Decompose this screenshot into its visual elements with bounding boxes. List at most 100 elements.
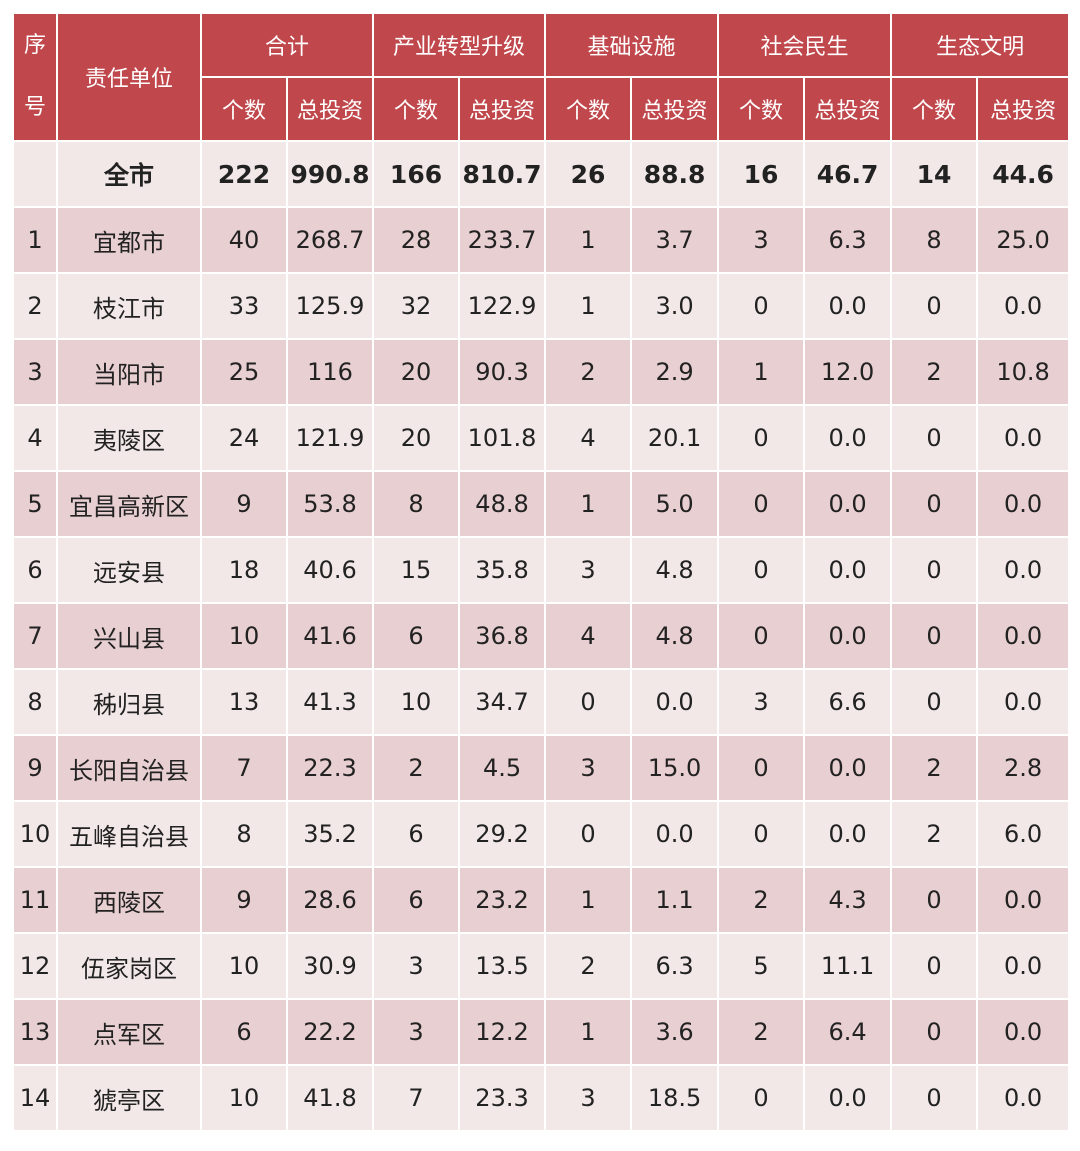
- row-count-cell: 0: [892, 868, 979, 934]
- row-count-cell: 3: [546, 538, 633, 604]
- header-count: 个数: [202, 78, 288, 142]
- row-serial-number: 2: [14, 274, 58, 340]
- header-group-industry: 产业转型升级: [374, 14, 547, 78]
- header-group-ecology: 生态文明: [892, 14, 1069, 78]
- total-row-cell: 88.8: [632, 142, 720, 208]
- table-row: 1 宜都市 40 268.7 28 233.7 1 3.7 3 6.3 8 25.0: [14, 208, 1069, 274]
- row-investment-cell: 0.0: [978, 604, 1069, 670]
- row-investment-cell: 23.3: [460, 1066, 547, 1132]
- row-investment-cell: 20.1: [632, 406, 720, 472]
- row-investment-cell: 34.7: [460, 670, 547, 736]
- row-count-cell: 0: [892, 406, 979, 472]
- row-investment-cell: 48.8: [460, 472, 547, 538]
- header-serial-char-2: 号: [23, 95, 46, 120]
- row-investment-cell: 6.3: [805, 208, 893, 274]
- row-investment-cell: 0.0: [805, 406, 893, 472]
- row-count-cell: 2: [892, 340, 979, 406]
- row-count-cell: 9: [202, 868, 288, 934]
- header-investment: 总投资: [805, 78, 893, 142]
- header-count: 个数: [374, 78, 461, 142]
- row-count-cell: 32: [374, 274, 461, 340]
- row-serial-number: 5: [14, 472, 58, 538]
- row-count-cell: 0: [719, 472, 806, 538]
- row-count-cell: 9: [202, 472, 288, 538]
- row-count-cell: 0: [892, 670, 979, 736]
- row-unit-name: 西陵区: [58, 868, 202, 934]
- row-unit-name: 五峰自治县: [58, 802, 202, 868]
- total-row-cell: 810.7: [460, 142, 547, 208]
- row-investment-cell: 90.3: [460, 340, 547, 406]
- header-serial-number: 序 号: [14, 14, 58, 142]
- row-count-cell: 28: [374, 208, 461, 274]
- row-count-cell: 4: [546, 604, 633, 670]
- row-count-cell: 0: [719, 736, 806, 802]
- row-count-cell: 7: [374, 1066, 461, 1132]
- row-investment-cell: 25.0: [978, 208, 1069, 274]
- row-serial-number: 3: [14, 340, 58, 406]
- row-investment-cell: 0.0: [978, 472, 1069, 538]
- row-investment-cell: 0.0: [978, 538, 1069, 604]
- row-count-cell: 1: [719, 340, 806, 406]
- header-count: 个数: [719, 78, 806, 142]
- row-serial-number: 12: [14, 934, 58, 1000]
- row-investment-cell: 36.8: [460, 604, 547, 670]
- row-unit-name: 远安县: [58, 538, 202, 604]
- row-investment-cell: 4.5: [460, 736, 547, 802]
- row-count-cell: 3: [546, 736, 633, 802]
- row-investment-cell: 29.2: [460, 802, 547, 868]
- row-count-cell: 8: [892, 208, 979, 274]
- total-row-cell: 222: [202, 142, 288, 208]
- table-row: 9 长阳自治县 7 22.3 2 4.5 3 15.0 0 0.0 2 2.8: [14, 736, 1069, 802]
- row-investment-cell: 18.5: [632, 1066, 720, 1132]
- row-count-cell: 2: [719, 1000, 806, 1066]
- total-row: 全市 222 990.8 166 810.7 26 88.8 16 46.7 1…: [14, 142, 1069, 208]
- row-investment-cell: 22.2: [288, 1000, 375, 1066]
- row-count-cell: 0: [719, 1066, 806, 1132]
- row-count-cell: 13: [202, 670, 288, 736]
- row-investment-cell: 0.0: [805, 802, 893, 868]
- row-serial-number: 13: [14, 1000, 58, 1066]
- row-count-cell: 0: [546, 802, 633, 868]
- row-investment-cell: 0.0: [805, 736, 893, 802]
- row-count-cell: 1: [546, 1000, 633, 1066]
- header-group-total: 合计: [202, 14, 375, 78]
- row-unit-name: 秭归县: [58, 670, 202, 736]
- row-count-cell: 6: [374, 868, 461, 934]
- total-row-unit: 全市: [58, 142, 202, 208]
- row-count-cell: 1: [546, 868, 633, 934]
- row-unit-name: 伍家岗区: [58, 934, 202, 1000]
- row-investment-cell: 30.9: [288, 934, 375, 1000]
- row-investment-cell: 28.6: [288, 868, 375, 934]
- row-count-cell: 40: [202, 208, 288, 274]
- row-count-cell: 25: [202, 340, 288, 406]
- total-row-cell: 44.6: [978, 142, 1069, 208]
- row-investment-cell: 0.0: [805, 472, 893, 538]
- row-count-cell: 2: [719, 868, 806, 934]
- row-unit-name: 宜昌高新区: [58, 472, 202, 538]
- row-investment-cell: 4.8: [632, 604, 720, 670]
- row-investment-cell: 41.3: [288, 670, 375, 736]
- row-count-cell: 18: [202, 538, 288, 604]
- row-unit-name: 当阳市: [58, 340, 202, 406]
- row-investment-cell: 0.0: [805, 538, 893, 604]
- row-serial-number: 10: [14, 802, 58, 868]
- row-investment-cell: 125.9: [288, 274, 375, 340]
- row-investment-cell: 0.0: [978, 868, 1069, 934]
- row-investment-cell: 0.0: [805, 604, 893, 670]
- row-count-cell: 20: [374, 340, 461, 406]
- row-investment-cell: 3.7: [632, 208, 720, 274]
- row-count-cell: 0: [892, 472, 979, 538]
- row-investment-cell: 0.0: [805, 1066, 893, 1132]
- row-serial-number: 7: [14, 604, 58, 670]
- row-unit-name: 长阳自治县: [58, 736, 202, 802]
- total-row-cell: 990.8: [288, 142, 375, 208]
- row-investment-cell: 6.3: [632, 934, 720, 1000]
- row-unit-name: 点军区: [58, 1000, 202, 1066]
- total-row-cell: 46.7: [805, 142, 893, 208]
- row-investment-cell: 5.0: [632, 472, 720, 538]
- total-row-cell: 166: [374, 142, 461, 208]
- row-investment-cell: 6.0: [978, 802, 1069, 868]
- table-row: 14 猇亭区 10 41.8 7 23.3 3 18.5 0 0.0 0 0.0: [14, 1066, 1069, 1132]
- row-investment-cell: 0.0: [978, 934, 1069, 1000]
- row-count-cell: 2: [374, 736, 461, 802]
